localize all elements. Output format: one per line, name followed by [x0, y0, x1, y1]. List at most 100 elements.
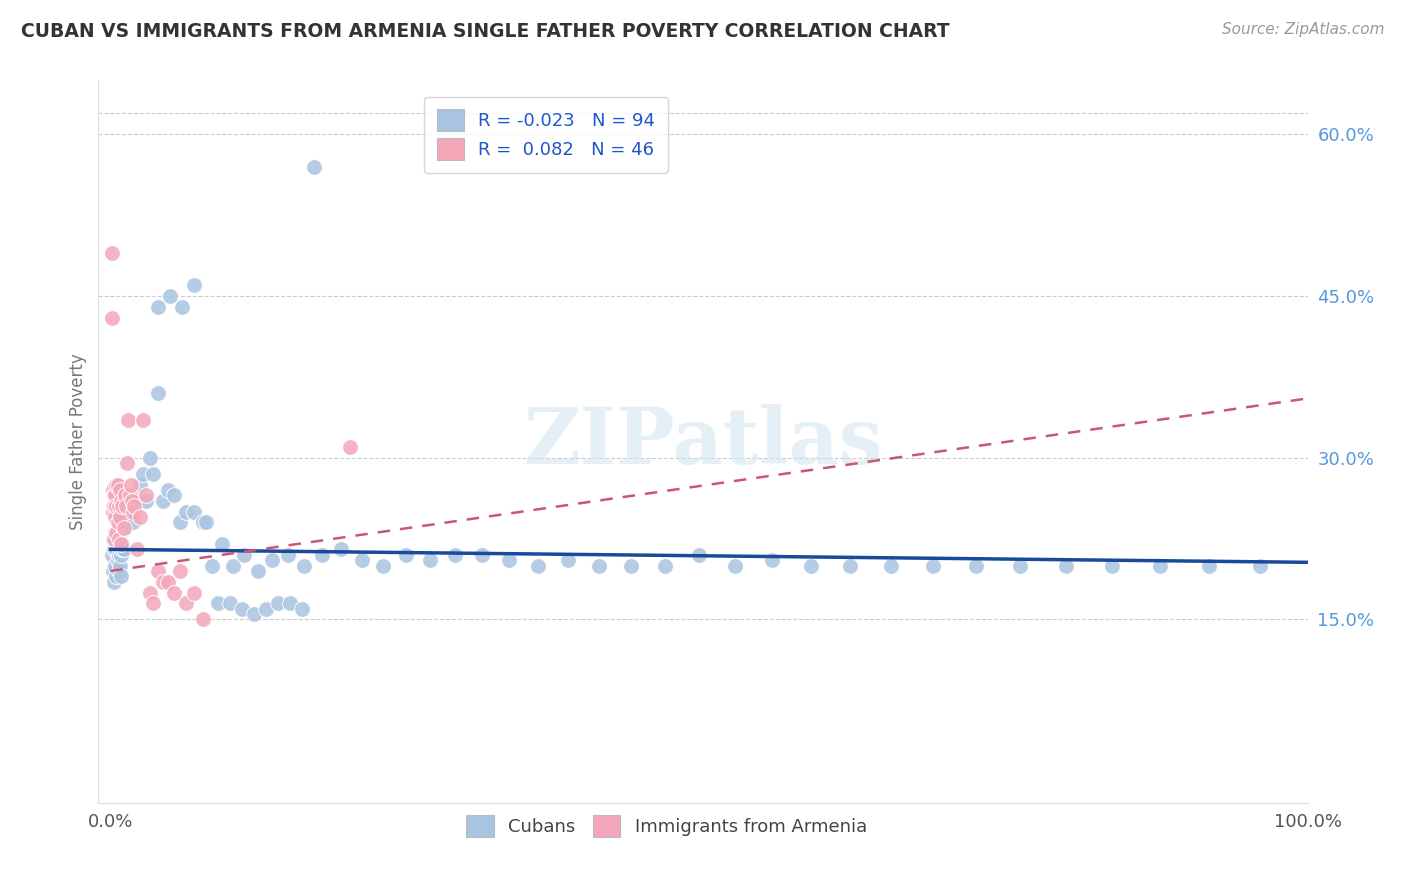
- Point: [115, 493, 138, 508]
- Point: [148, 300, 170, 314]
- Point: [117, 413, 139, 427]
- Point: [104, 526, 127, 541]
- Point: [139, 585, 162, 599]
- Point: [152, 574, 174, 589]
- Point: [373, 558, 395, 573]
- Point: [104, 558, 127, 573]
- Point: [302, 160, 325, 174]
- Point: [183, 585, 205, 599]
- Point: [108, 558, 131, 573]
- Point: [526, 558, 548, 573]
- Point: [159, 289, 181, 303]
- Point: [107, 477, 129, 491]
- Point: [330, 542, 353, 557]
- Point: [124, 500, 146, 514]
- Point: [311, 548, 333, 562]
- Point: [110, 493, 132, 508]
- Y-axis label: Single Father Poverty: Single Father Poverty: [69, 353, 87, 530]
- Point: [118, 493, 141, 508]
- Point: [254, 601, 277, 615]
- Point: [103, 532, 125, 546]
- Point: [800, 558, 823, 573]
- Point: [172, 300, 194, 314]
- Point: [103, 488, 125, 502]
- Point: [108, 510, 131, 524]
- Point: [105, 569, 128, 583]
- Point: [142, 596, 165, 610]
- Point: [103, 542, 125, 557]
- Point: [121, 493, 143, 508]
- Point: [112, 521, 135, 535]
- Point: [103, 500, 125, 514]
- Point: [498, 553, 520, 567]
- Point: [121, 493, 143, 508]
- Point: [211, 537, 233, 551]
- Point: [122, 505, 145, 519]
- Point: [107, 553, 129, 567]
- Text: CUBAN VS IMMIGRANTS FROM ARMENIA SINGLE FATHER POVERTY CORRELATION CHART: CUBAN VS IMMIGRANTS FROM ARMENIA SINGLE …: [21, 22, 949, 41]
- Point: [278, 596, 301, 610]
- Point: [163, 585, 186, 599]
- Point: [108, 483, 131, 497]
- Point: [183, 505, 205, 519]
- Point: [120, 505, 142, 519]
- Point: [135, 493, 157, 508]
- Point: [114, 488, 136, 502]
- Point: [142, 467, 165, 481]
- Point: [339, 440, 361, 454]
- Point: [103, 574, 125, 589]
- Point: [125, 493, 148, 508]
- Point: [110, 537, 132, 551]
- Point: [101, 564, 124, 578]
- Point: [839, 558, 862, 573]
- Point: [110, 569, 132, 583]
- Point: [101, 532, 124, 546]
- Point: [246, 564, 269, 578]
- Point: [233, 548, 256, 562]
- Point: [174, 596, 197, 610]
- Point: [880, 558, 903, 573]
- Point: [395, 548, 418, 562]
- Point: [152, 493, 174, 508]
- Point: [118, 488, 141, 502]
- Point: [191, 612, 214, 626]
- Point: [219, 596, 242, 610]
- Point: [114, 521, 136, 535]
- Point: [277, 548, 299, 562]
- Point: [444, 548, 467, 562]
- Point: [201, 558, 224, 573]
- Point: [183, 278, 205, 293]
- Point: [156, 574, 179, 589]
- Point: [620, 558, 643, 573]
- Point: [125, 542, 148, 557]
- Point: [129, 477, 152, 491]
- Point: [115, 493, 138, 508]
- Text: ZIPatlas: ZIPatlas: [523, 403, 883, 480]
- Point: [163, 488, 186, 502]
- Point: [107, 500, 129, 514]
- Point: [174, 505, 197, 519]
- Point: [115, 456, 138, 470]
- Point: [132, 467, 155, 481]
- Point: [207, 596, 229, 610]
- Point: [132, 413, 155, 427]
- Point: [195, 516, 218, 530]
- Point: [115, 500, 138, 514]
- Point: [107, 532, 129, 546]
- Point: [1198, 558, 1220, 573]
- Point: [292, 558, 315, 573]
- Point: [1249, 558, 1271, 573]
- Point: [169, 564, 191, 578]
- Point: [105, 500, 128, 514]
- Point: [117, 488, 139, 502]
- Point: [1101, 558, 1123, 573]
- Legend: Cubans, Immigrants from Armenia: Cubans, Immigrants from Armenia: [460, 808, 875, 845]
- Point: [104, 488, 127, 502]
- Point: [761, 553, 783, 567]
- Point: [557, 553, 579, 567]
- Point: [419, 553, 441, 567]
- Point: [1054, 558, 1077, 573]
- Point: [115, 500, 138, 514]
- Point: [100, 245, 122, 260]
- Point: [965, 558, 987, 573]
